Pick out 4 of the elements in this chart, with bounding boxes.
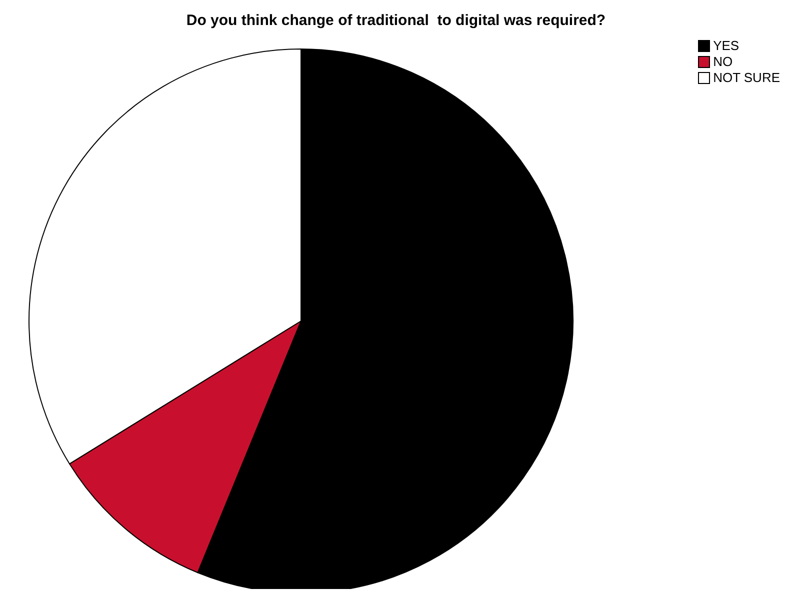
legend-label: YES <box>713 38 740 54</box>
legend-label: NO <box>713 54 733 70</box>
legend-label: NOT SURE <box>713 70 780 86</box>
chart-title: Do you think change of traditional to digital was required? <box>185 12 607 29</box>
